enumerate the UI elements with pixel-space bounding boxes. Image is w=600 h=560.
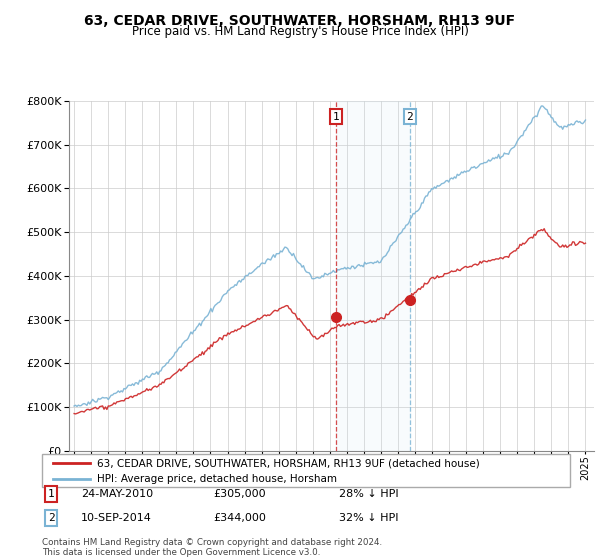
Text: 63, CEDAR DRIVE, SOUTHWATER, HORSHAM, RH13 9UF (detached house): 63, CEDAR DRIVE, SOUTHWATER, HORSHAM, RH… — [97, 458, 480, 468]
Text: 10-SEP-2014: 10-SEP-2014 — [81, 513, 152, 523]
Text: Price paid vs. HM Land Registry's House Price Index (HPI): Price paid vs. HM Land Registry's House … — [131, 25, 469, 38]
Text: £344,000: £344,000 — [213, 513, 266, 523]
Text: 1: 1 — [47, 489, 55, 499]
Text: Contains HM Land Registry data © Crown copyright and database right 2024.
This d: Contains HM Land Registry data © Crown c… — [42, 538, 382, 557]
Text: 28% ↓ HPI: 28% ↓ HPI — [339, 489, 398, 499]
Text: 2: 2 — [406, 111, 413, 122]
Text: 24-MAY-2010: 24-MAY-2010 — [81, 489, 153, 499]
Text: 63, CEDAR DRIVE, SOUTHWATER, HORSHAM, RH13 9UF: 63, CEDAR DRIVE, SOUTHWATER, HORSHAM, RH… — [85, 14, 515, 28]
Text: HPI: Average price, detached house, Horsham: HPI: Average price, detached house, Hors… — [97, 474, 337, 484]
Text: 32% ↓ HPI: 32% ↓ HPI — [339, 513, 398, 523]
Text: £305,000: £305,000 — [213, 489, 266, 499]
Bar — [336, 101, 410, 451]
Text: 1: 1 — [333, 111, 340, 122]
FancyBboxPatch shape — [42, 454, 570, 487]
Text: 2: 2 — [47, 513, 55, 523]
